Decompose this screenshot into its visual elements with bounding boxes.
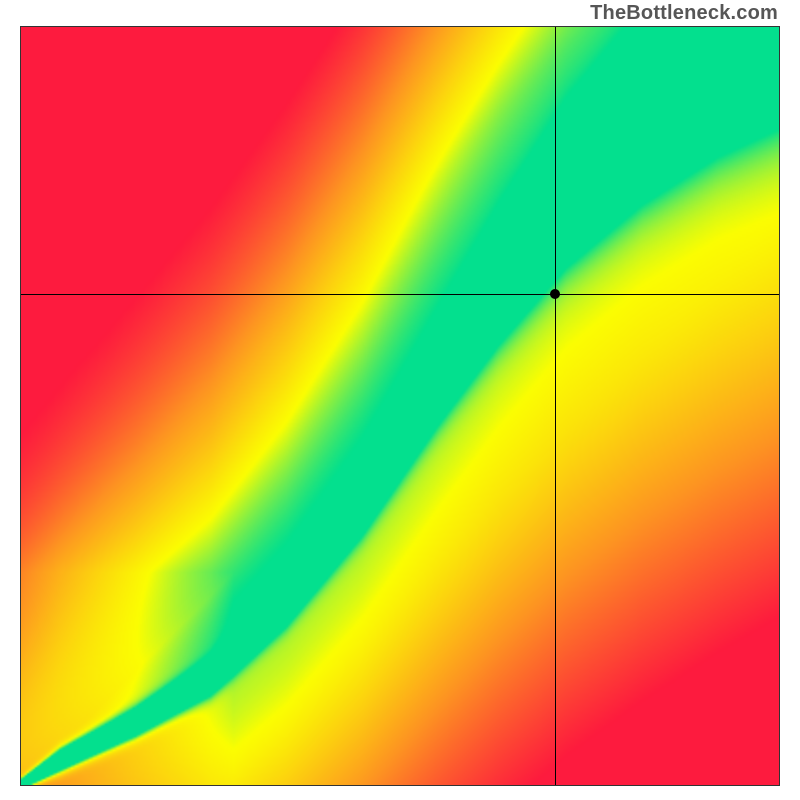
intersection-marker bbox=[550, 289, 560, 299]
heatmap-canvas bbox=[21, 27, 779, 785]
attribution-label: TheBottleneck.com bbox=[590, 2, 778, 25]
heatmap-plot bbox=[20, 26, 780, 786]
crosshair-horizontal bbox=[21, 294, 779, 295]
crosshair-vertical bbox=[555, 27, 556, 785]
